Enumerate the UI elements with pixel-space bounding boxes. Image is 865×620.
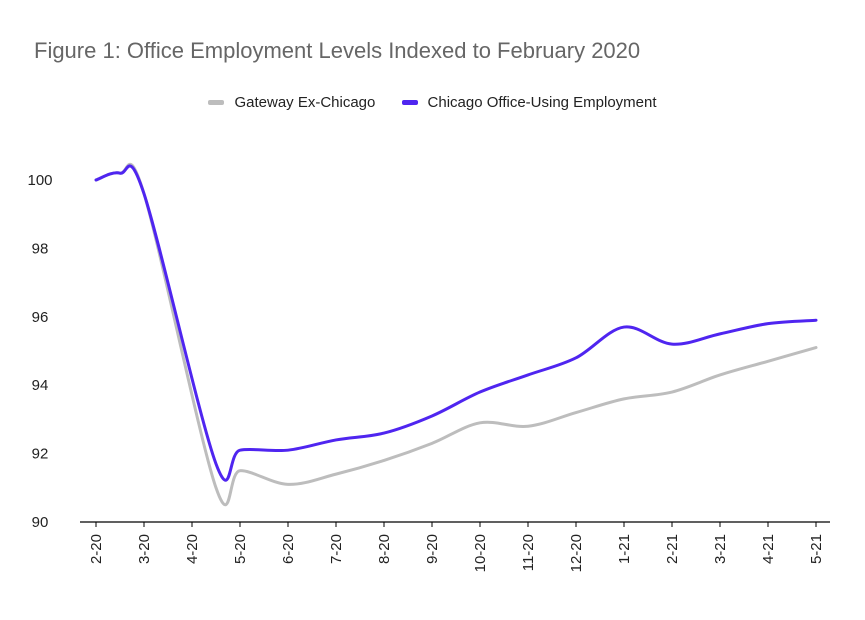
x-tick-label: 8-20	[376, 534, 393, 564]
x-tick-label: 7-20	[328, 534, 345, 564]
x-tick-label: 5-20	[232, 534, 249, 564]
y-tick-label: 100	[27, 172, 52, 189]
x-tick-label: 12-20	[568, 534, 585, 572]
x-tick-label: 3-20	[136, 534, 153, 564]
legend-item-gateway[interactable]: Gateway Ex-Chicago	[208, 94, 375, 111]
legend-item-chicago[interactable]: Chicago Office-Using Employment	[401, 94, 657, 111]
chart-legend: Gateway Ex-Chicago Chicago Office-Using …	[0, 92, 865, 111]
y-tick-label: 94	[32, 377, 49, 394]
x-tick-label: 11-20	[520, 534, 537, 571]
legend-swatch-chicago	[401, 100, 418, 105]
y-tick-label: 98	[32, 240, 49, 257]
y-tick-label: 92	[32, 446, 49, 463]
x-tick-label: 4-21	[760, 534, 777, 564]
chart-title: Figure 1: Office Employment Levels Index…	[34, 38, 641, 63]
x-tick-label: 5-21	[808, 534, 825, 564]
x-tick-label: 10-20	[472, 534, 489, 572]
x-tick-label: 6-20	[280, 534, 297, 564]
x-tick-label: 3-21	[712, 534, 729, 564]
y-tick-label: 90	[32, 514, 49, 531]
y-tick-label: 96	[32, 309, 49, 326]
x-tick-label: 9-20	[424, 534, 441, 564]
legend-swatch-gateway	[208, 100, 225, 105]
x-tick-label: 1-21	[616, 534, 633, 564]
x-tick-label: 2-20	[88, 534, 105, 564]
series-line-chicago	[94, 164, 818, 482]
x-tick-label: 2-21	[664, 534, 681, 564]
legend-label-gateway: Gateway Ex-Chicago	[234, 94, 376, 111]
x-tick-label: 4-20	[184, 534, 201, 564]
series-line-gateway	[94, 162, 818, 507]
legend-label-chicago: Chicago Office-Using Employment	[427, 94, 657, 111]
